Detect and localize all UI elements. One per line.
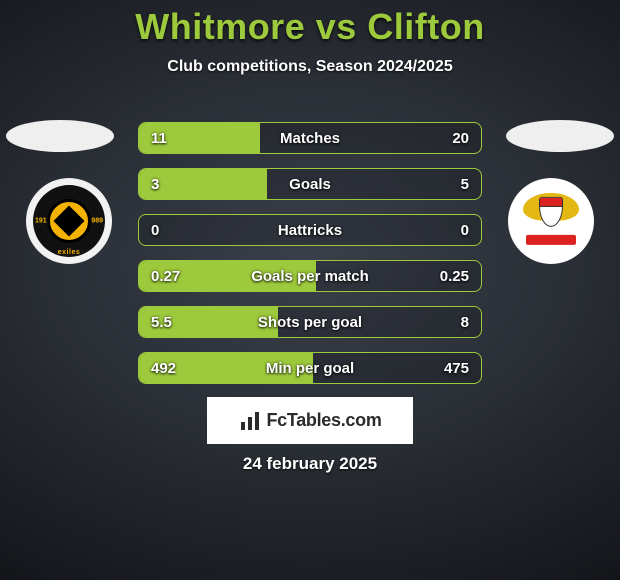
bar-chart-icon: [238, 409, 262, 433]
stat-value-right: 0: [449, 215, 481, 245]
stat-value-left: 11: [139, 123, 179, 153]
snapshot-date: 24 february 2025: [0, 454, 620, 474]
stat-value-left: 5.5: [139, 307, 184, 337]
stat-value-right: 475: [432, 353, 481, 383]
stat-row: 35Goals: [138, 168, 482, 200]
stat-value-right: 0.25: [428, 261, 481, 291]
stat-row: 5.58Shots per goal: [138, 306, 482, 338]
country-flag-left: [6, 120, 114, 152]
player-left-name: Whitmore: [135, 6, 305, 47]
stat-value-right: 5: [449, 169, 481, 199]
stat-row: 0 0Hattricks: [138, 214, 482, 246]
club-badge-left: exiles 1912 1989: [26, 178, 112, 264]
stat-value-left: 0.27: [139, 261, 192, 291]
context-subtitle: Club competitions, Season 2024/2025: [0, 58, 620, 76]
country-flag-right: [506, 120, 614, 152]
stat-row: 0.270.25Goals per match: [138, 260, 482, 292]
stat-value-left: 0: [139, 215, 171, 245]
headline: Whitmore vs Clifton: [0, 0, 620, 48]
branding-text: FcTables.com: [266, 410, 381, 431]
stat-row: 492475Min per goal: [138, 352, 482, 384]
stat-value-right: 8: [449, 307, 481, 337]
stat-value-right: 20: [440, 123, 481, 153]
stat-value-left: 3: [139, 169, 171, 199]
club-badge-left-mark: [47, 199, 91, 243]
branding-badge: FcTables.com: [207, 397, 413, 444]
stat-row: 1120Matches: [138, 122, 482, 154]
stat-label: Hattricks: [139, 215, 481, 245]
stat-value-left: 492: [139, 353, 188, 383]
stat-rows: 1120Matches35Goals00Hattricks0.270.25Goa…: [138, 122, 482, 398]
vs-separator: vs: [316, 6, 357, 47]
club-badge-right: [508, 178, 594, 264]
club-badge-right-mark: [523, 187, 579, 249]
comparison-card: Whitmore vs Clifton Club competitions, S…: [0, 0, 620, 580]
player-right-name: Clifton: [367, 6, 484, 47]
